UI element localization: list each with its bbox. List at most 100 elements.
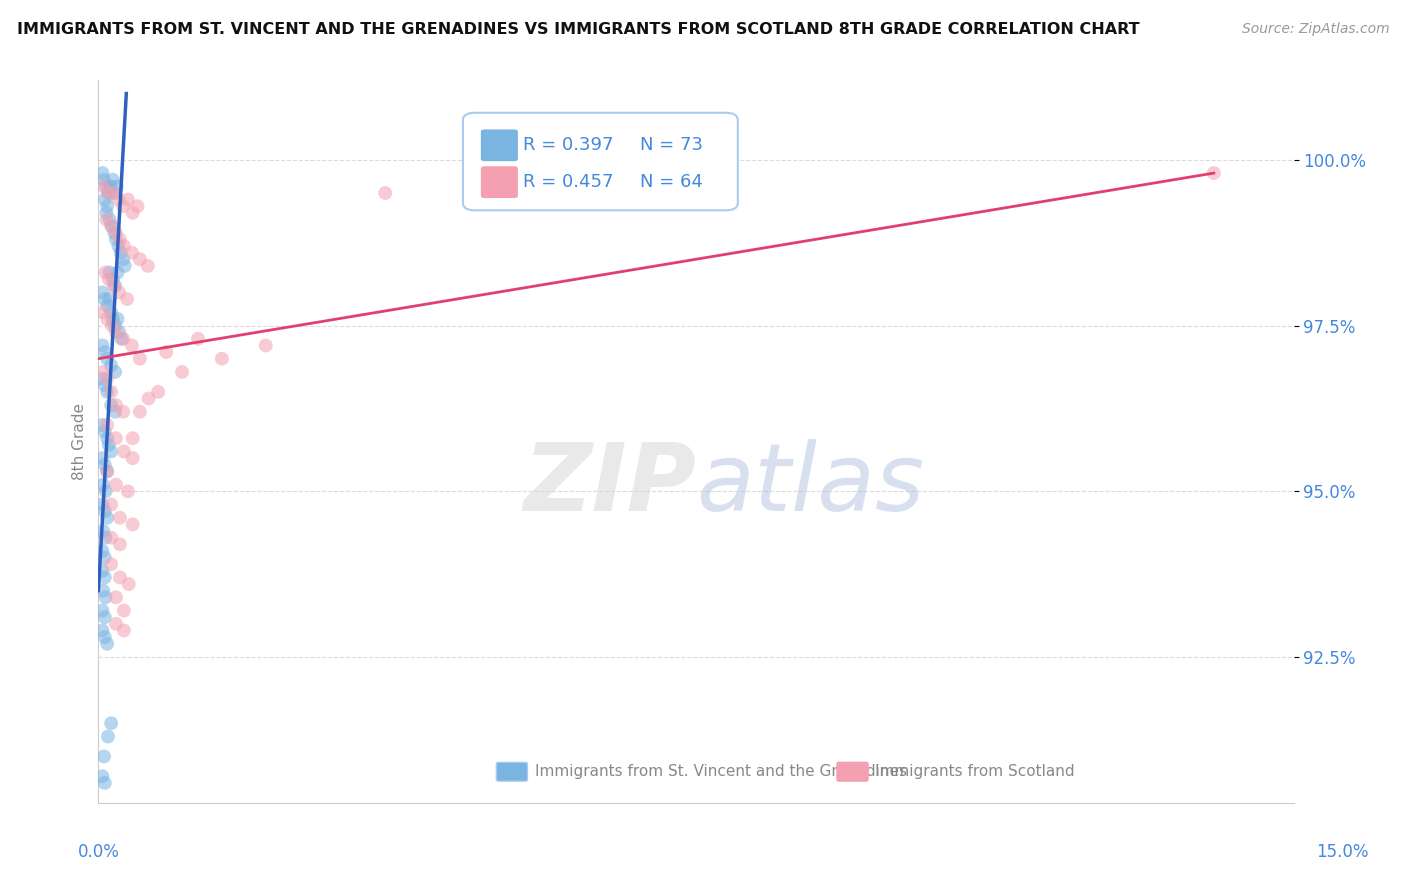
Point — [98, 212, 121, 227]
Point — [93, 172, 115, 186]
Point — [100, 219, 122, 233]
Point — [97, 438, 120, 452]
Point — [91, 498, 114, 512]
Point — [121, 451, 143, 466]
Point — [91, 583, 114, 598]
Point — [148, 384, 170, 399]
Point — [121, 245, 143, 260]
Point — [112, 603, 135, 617]
Point — [100, 305, 122, 319]
Text: Immigrants from Scotland: Immigrants from Scotland — [876, 764, 1074, 780]
Point — [98, 179, 122, 194]
Point — [155, 345, 177, 359]
FancyBboxPatch shape — [463, 112, 738, 211]
Point — [94, 570, 117, 584]
Point — [96, 199, 118, 213]
Point — [94, 193, 117, 207]
Point — [96, 417, 118, 432]
Point — [98, 266, 121, 280]
Point — [103, 186, 125, 200]
Point — [108, 510, 131, 524]
Point — [97, 730, 120, 744]
Point — [103, 186, 125, 200]
Point — [94, 531, 117, 545]
Point — [94, 266, 117, 280]
Text: 15.0%: 15.0% — [1316, 843, 1369, 861]
Point — [101, 219, 124, 233]
Point — [108, 570, 131, 584]
Point — [96, 431, 118, 445]
Point — [104, 365, 127, 379]
Point — [104, 477, 127, 491]
Point — [128, 351, 150, 366]
Point — [112, 252, 135, 267]
Point — [101, 272, 124, 286]
Point — [91, 365, 114, 379]
FancyBboxPatch shape — [837, 763, 868, 781]
Point — [128, 252, 150, 267]
Point — [110, 332, 132, 346]
Text: R = 0.397: R = 0.397 — [523, 136, 613, 154]
Point — [93, 749, 115, 764]
Point — [121, 338, 143, 352]
Point — [127, 199, 149, 213]
Point — [96, 510, 118, 524]
Point — [107, 193, 129, 207]
Point — [104, 616, 127, 631]
Point — [96, 464, 118, 478]
Point — [94, 292, 117, 306]
Point — [103, 278, 125, 293]
Point — [96, 299, 118, 313]
Point — [103, 226, 125, 240]
Point — [107, 266, 129, 280]
Point — [94, 630, 117, 644]
Point — [211, 351, 233, 366]
Point — [108, 232, 131, 246]
Point — [91, 166, 114, 180]
Point — [94, 378, 117, 392]
Point — [96, 212, 118, 227]
Point — [254, 338, 277, 352]
Point — [96, 637, 118, 651]
Point — [96, 351, 118, 366]
Point — [91, 624, 114, 638]
Point — [100, 359, 122, 373]
Text: R = 0.457: R = 0.457 — [523, 173, 613, 191]
Point — [104, 278, 127, 293]
Text: IMMIGRANTS FROM ST. VINCENT AND THE GRENADINES VS IMMIGRANTS FROM SCOTLAND 8TH G: IMMIGRANTS FROM ST. VINCENT AND THE GREN… — [17, 22, 1139, 37]
Point — [96, 312, 118, 326]
Point — [104, 318, 127, 333]
Text: N = 64: N = 64 — [640, 173, 703, 191]
Point — [107, 312, 129, 326]
Point — [91, 769, 114, 783]
Point — [100, 384, 122, 399]
Point — [97, 186, 120, 200]
Point — [91, 338, 114, 352]
Point — [94, 776, 117, 790]
Point — [96, 464, 118, 478]
Point — [100, 557, 122, 571]
FancyBboxPatch shape — [481, 166, 517, 198]
Point — [104, 226, 127, 240]
Point — [104, 431, 127, 445]
Point — [100, 531, 122, 545]
Point — [104, 232, 127, 246]
Point — [112, 624, 135, 638]
Point — [94, 591, 117, 605]
Point — [104, 405, 127, 419]
Point — [91, 477, 114, 491]
Point — [121, 206, 143, 220]
Point — [91, 371, 114, 385]
Text: ZIP: ZIP — [523, 439, 696, 531]
Point — [96, 179, 118, 194]
Point — [91, 544, 114, 558]
Point — [94, 610, 117, 624]
Point — [96, 206, 118, 220]
Point — [94, 484, 117, 499]
Point — [108, 325, 131, 339]
Point — [374, 186, 396, 200]
Point — [91, 564, 114, 578]
Point — [100, 444, 122, 458]
Point — [107, 239, 129, 253]
Text: Source: ZipAtlas.com: Source: ZipAtlas.com — [1241, 22, 1389, 37]
